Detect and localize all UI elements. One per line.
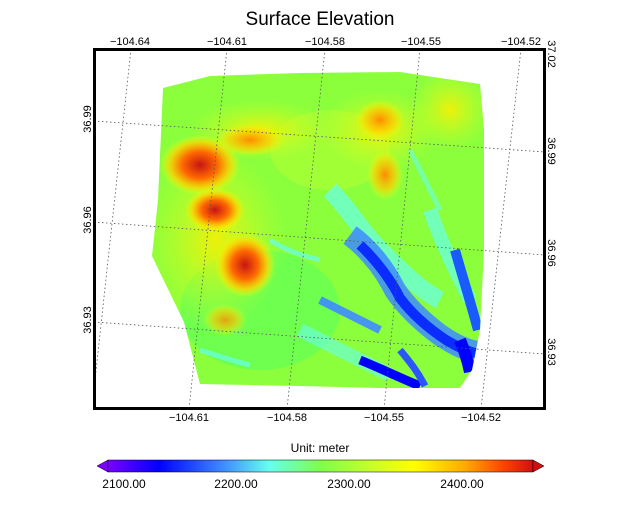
colorbar-tick: 2300.00 xyxy=(327,477,371,491)
top-lon-tick: −104.64 xyxy=(109,36,151,48)
frame-top-bar xyxy=(93,48,546,51)
top-lon-tick: −104.55 xyxy=(400,36,442,48)
map-frame xyxy=(93,48,546,410)
colorbar-tick: 2400.00 xyxy=(440,477,484,491)
graticule xyxy=(93,48,546,410)
colorbar-tick: 2100.00 xyxy=(102,477,146,491)
left-lat-tick: 36.93 xyxy=(82,306,94,334)
left-lat-tick: 36.96 xyxy=(82,206,94,234)
bottom-lon-tick: −104.61 xyxy=(168,412,210,424)
frame-bottom-bar xyxy=(93,407,546,410)
frame-left-bar xyxy=(93,48,96,410)
colorbar-tick: 2200.00 xyxy=(214,477,258,491)
right-lat-tick: 36.96 xyxy=(545,239,557,267)
bottom-lon-tick: −104.55 xyxy=(363,412,405,424)
colorbar-unit-label: Unit: meter xyxy=(290,441,350,455)
top-lon-tick: −104.61 xyxy=(206,36,248,48)
bottom-lon-tick: −104.58 xyxy=(266,412,308,424)
colorbar xyxy=(96,459,545,473)
right-lat-tick: 36.99 xyxy=(545,137,557,165)
right-lat-tick: 36.93 xyxy=(545,338,557,366)
map-title: Surface Elevation xyxy=(245,9,395,30)
right-lat-tick: 37.02 xyxy=(545,40,557,68)
frame-right-bar xyxy=(543,48,546,410)
top-lon-tick: −104.52 xyxy=(500,36,542,48)
left-lat-tick: 36.99 xyxy=(82,105,94,133)
bottom-lon-tick: −104.52 xyxy=(460,412,502,424)
top-lon-tick: −104.58 xyxy=(304,36,346,48)
